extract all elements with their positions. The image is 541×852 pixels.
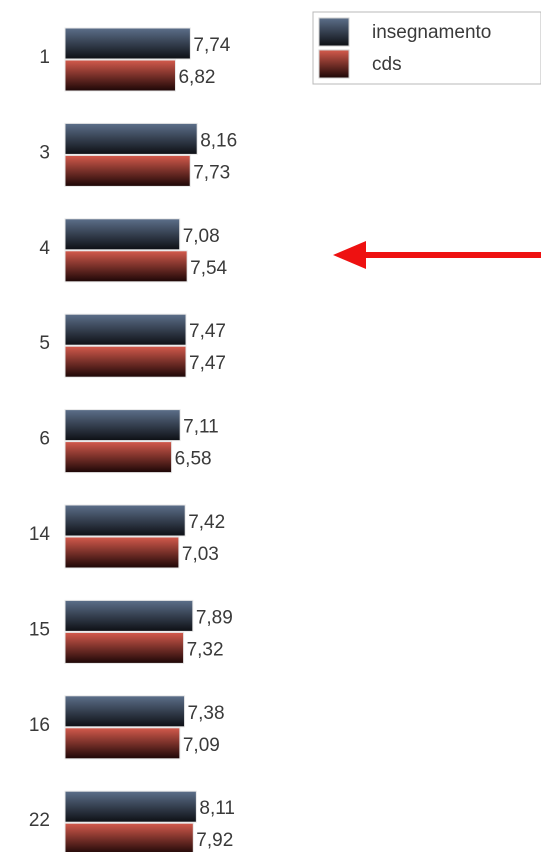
legend-swatch-insegnamento — [318, 17, 350, 47]
value-label-cds: 6,58 — [175, 449, 212, 470]
arrow-head — [333, 241, 366, 269]
value-label-cds: 7,92 — [196, 830, 233, 851]
bar-cds — [64, 59, 176, 92]
value-label-insegnamento: 7,47 — [189, 321, 226, 342]
category-label: 22 — [29, 810, 50, 831]
value-label-insegnamento: 7,89 — [196, 607, 233, 628]
labels-layer: 1 7,74 6,82 3 8,16 7,73 4 7,08 7,54 5 7,47 7,47 6 7,1… — [29, 35, 237, 851]
category-label: 6 — [39, 429, 50, 450]
bars-layer — [64, 27, 198, 852]
annotation-arrow — [333, 241, 541, 269]
value-label-cds: 7,03 — [182, 544, 219, 565]
legend-label-cds: cds — [372, 54, 402, 75]
value-label-cds: 7,32 — [187, 639, 224, 660]
bar-insegnamento — [64, 409, 181, 442]
value-label-cds: 7,09 — [183, 735, 220, 756]
bar-cds — [64, 822, 194, 852]
value-label-cds: 7,73 — [193, 162, 230, 183]
bar-cds — [64, 154, 191, 187]
legend: insegnamento cds — [312, 11, 541, 85]
bar-insegnamento — [64, 695, 186, 728]
bar-insegnamento — [64, 313, 187, 346]
value-label-insegnamento: 7,38 — [188, 703, 225, 724]
category-label: 5 — [39, 333, 50, 354]
legend-box — [312, 11, 541, 85]
bar-insegnamento — [64, 599, 194, 632]
category-label: 15 — [29, 619, 50, 640]
value-label-insegnamento: 7,08 — [183, 226, 220, 247]
category-label: 4 — [39, 238, 50, 259]
bar-cds — [64, 536, 180, 569]
value-label-insegnamento: 7,42 — [188, 512, 225, 533]
category-label: 16 — [29, 715, 50, 736]
value-label-insegnamento: 7,11 — [183, 417, 219, 438]
bar-cds — [64, 441, 173, 474]
category-label: 14 — [29, 524, 51, 545]
bar-insegnamento — [64, 504, 186, 537]
category-label: 3 — [39, 142, 50, 163]
value-label-insegnamento: 8,11 — [199, 798, 235, 819]
legend-swatch-cds — [318, 49, 350, 79]
bar-insegnamento — [64, 218, 181, 251]
legend-label-insegnamento: insegnamento — [372, 22, 491, 43]
bar-insegnamento — [64, 27, 191, 60]
bar-cds — [64, 345, 187, 378]
bar-insegnamento — [64, 790, 197, 823]
value-label-cds: 6,82 — [178, 67, 215, 88]
value-label-cds: 7,54 — [190, 258, 227, 279]
bar-insegnamento — [64, 122, 198, 155]
bar-cds — [64, 250, 188, 283]
bar-cds — [64, 727, 181, 760]
value-label-cds: 7,47 — [189, 353, 226, 374]
value-label-insegnamento: 8,16 — [200, 130, 237, 151]
category-label: 1 — [39, 47, 50, 68]
value-label-insegnamento: 7,74 — [193, 35, 230, 56]
bar-cds — [64, 631, 185, 664]
